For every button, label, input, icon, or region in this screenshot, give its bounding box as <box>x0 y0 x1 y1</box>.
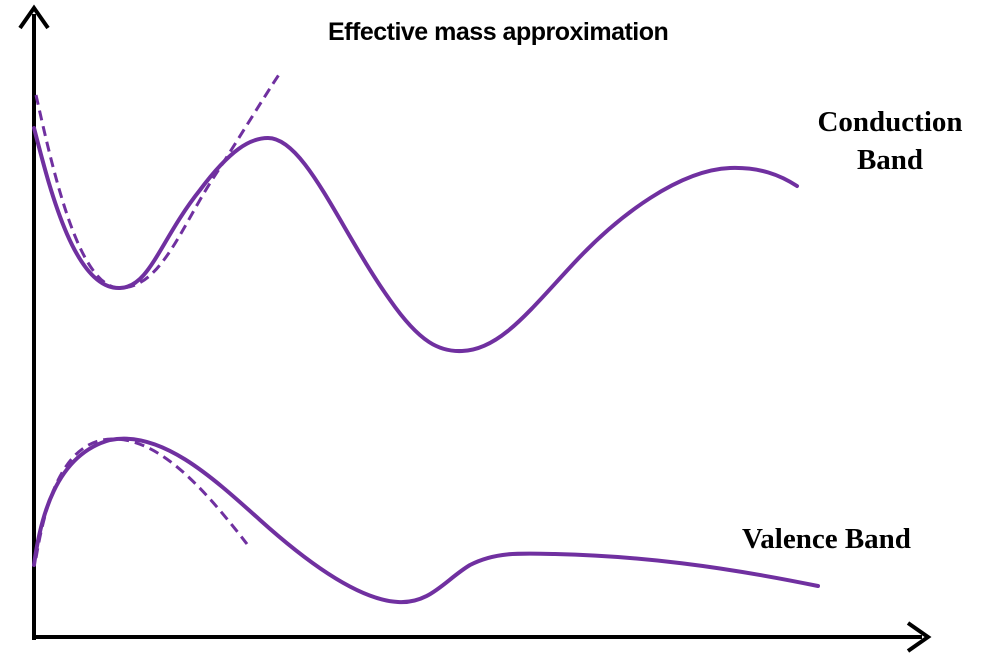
x-axis-arrowhead <box>906 621 932 653</box>
conduction-band-label-line2: Band <box>856 144 924 176</box>
valence-band-approximation <box>34 437 249 559</box>
y-axis-arrowhead <box>18 4 50 30</box>
conduction-band-curve <box>32 126 799 354</box>
conduction-band-label: Conduction Band <box>800 103 980 179</box>
conduction-band-label-line1: Conduction <box>817 106 963 138</box>
valence-band-label: Valence Band <box>742 523 911 555</box>
conduction-band-approximation <box>34 72 282 290</box>
diagram-title: Effective mass approximation <box>328 18 669 46</box>
valence-band-curve <box>32 436 820 605</box>
